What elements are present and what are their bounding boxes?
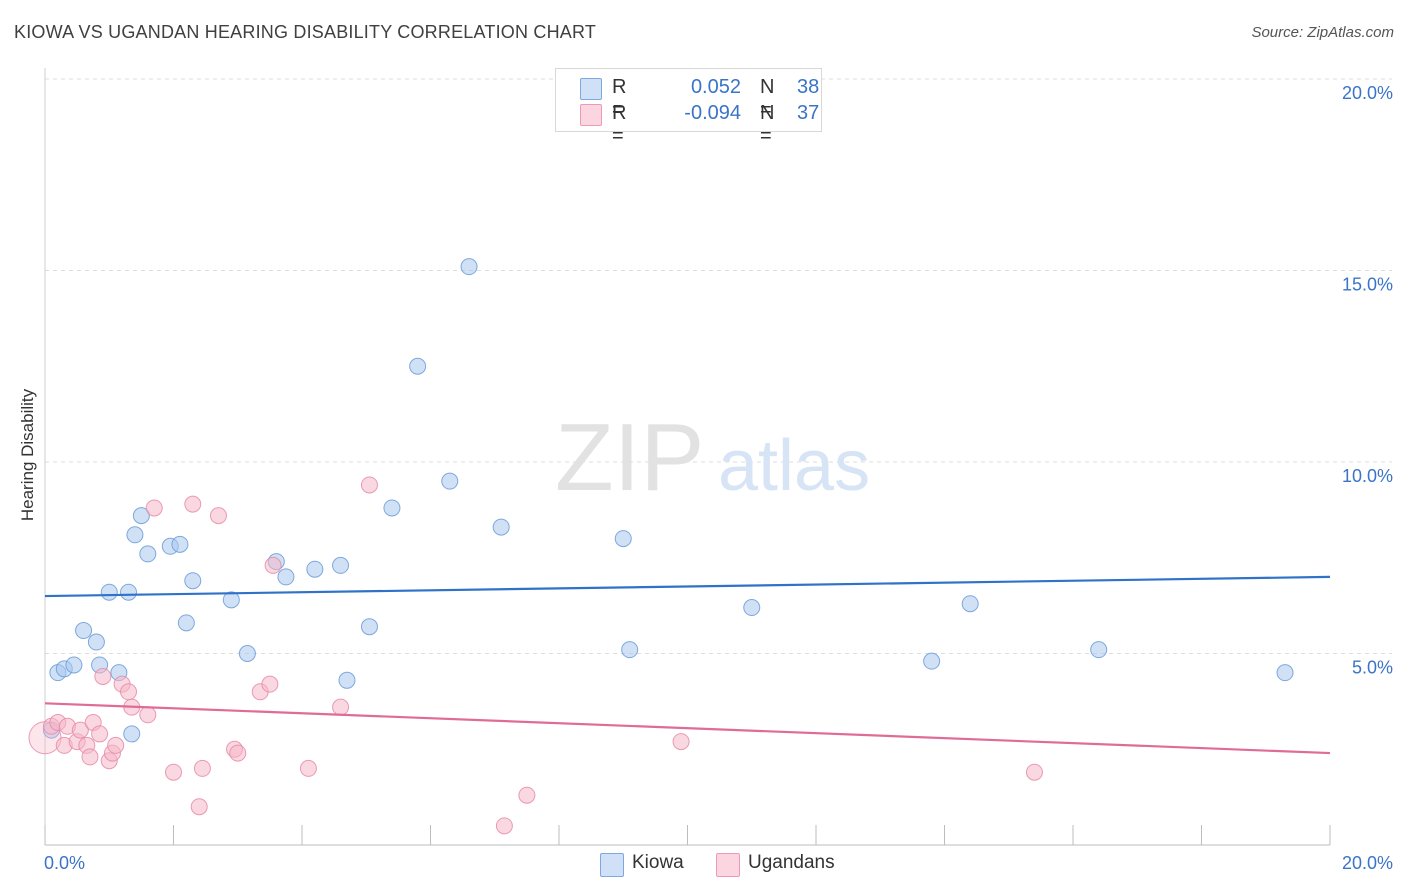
watermark-zip: ZIP xyxy=(555,404,704,511)
data-points xyxy=(28,258,1294,835)
watermark: ZIP atlas xyxy=(555,404,870,511)
kiowa-point xyxy=(306,560,324,578)
watermark-atlas: atlas xyxy=(718,426,870,506)
ugandans-point xyxy=(299,759,317,777)
grid-lines xyxy=(45,78,1392,654)
r-value: -0.094 xyxy=(684,102,741,124)
ugandans-point xyxy=(209,507,227,525)
kiowa-point xyxy=(492,518,510,536)
ugandans-point xyxy=(495,817,513,835)
correlation-legend: R = 0.052 N = 38 R = -0.094 N = 37 xyxy=(555,68,822,147)
kiowa-point xyxy=(177,614,195,632)
ugandans-point xyxy=(94,667,112,685)
ugandans-point xyxy=(165,763,182,781)
ugandans-point xyxy=(518,786,536,804)
kiowa-point xyxy=(614,530,632,548)
n-label: N = xyxy=(760,76,775,121)
ugandans-point xyxy=(332,698,350,716)
r-value: 0.052 xyxy=(690,76,741,98)
kiowa-point xyxy=(441,472,459,490)
ugandans-point xyxy=(107,736,125,754)
series-legend: Kiowa Ugandans xyxy=(0,852,1406,878)
n-value: 37 xyxy=(797,102,820,124)
kiowa-point xyxy=(87,633,105,651)
trend-lines xyxy=(44,575,1331,755)
n-value: 38 xyxy=(797,76,820,98)
kiowa-point xyxy=(383,499,401,517)
ugandans-point xyxy=(264,556,282,574)
y-tick-label: 10.0% xyxy=(1342,466,1393,486)
kiowa-legend-swatch xyxy=(600,853,624,877)
kiowa-point xyxy=(184,572,202,590)
kiowa-point xyxy=(132,507,150,525)
kiowa-point xyxy=(332,556,350,574)
legend-label: Kiowa xyxy=(632,852,684,873)
kiowa-point xyxy=(1276,664,1294,682)
tick-labels: 5.0% 10.0% 15.0% 20.0% 0.0% 20.0% xyxy=(44,83,1393,873)
kiowa-point xyxy=(961,595,979,613)
r-label: R = xyxy=(612,76,627,121)
kiowa-point xyxy=(139,545,157,563)
kiowa-point xyxy=(238,645,256,662)
n-label: N = xyxy=(760,102,775,147)
x-tick-label-min: 0.0% xyxy=(44,853,85,873)
kiowa-point xyxy=(120,583,138,601)
chart-title: KIOWA VS UGANDAN HEARING DISABILITY CORR… xyxy=(14,22,597,42)
ugandans-point xyxy=(139,706,157,724)
ugandans-swatch xyxy=(580,104,602,126)
y-tick-label: 20.0% xyxy=(1342,83,1393,103)
kiowa-point xyxy=(923,652,941,670)
axes xyxy=(44,68,1331,846)
kiowa-point xyxy=(743,599,761,617)
kiowa-point xyxy=(621,641,639,659)
ugandans-point xyxy=(229,744,247,762)
kiowa-point xyxy=(171,535,189,553)
y-axis-label: Hearing Disability xyxy=(18,388,37,522)
ugandans-point xyxy=(145,499,163,517)
kiowa-point xyxy=(1090,641,1108,659)
kiowa-point xyxy=(360,618,378,636)
ugandans-point xyxy=(120,683,138,701)
ugandans-point xyxy=(672,733,690,751)
ugandans-point xyxy=(360,476,378,494)
kiowa-point xyxy=(100,583,118,601)
ugandans-point xyxy=(1025,763,1043,781)
kiowa-point xyxy=(460,258,478,276)
kiowa-point xyxy=(123,725,141,743)
kiowa-point xyxy=(126,526,144,544)
y-tick-label: 5.0% xyxy=(1352,658,1393,678)
kiowa-point xyxy=(75,622,93,640)
kiowa-point xyxy=(409,357,427,375)
ugandans-point xyxy=(91,725,109,743)
kiowa-trend-line xyxy=(44,575,1331,598)
kiowa-point xyxy=(277,568,295,586)
kiowa-point xyxy=(222,591,240,609)
ugandans-point xyxy=(261,675,279,693)
ugandans-point xyxy=(190,798,208,816)
kiowa-point xyxy=(338,671,356,689)
r-label: R = xyxy=(612,102,627,147)
ugandans-point xyxy=(71,721,89,739)
kiowa-point xyxy=(65,656,83,674)
ugandans-point xyxy=(81,748,99,766)
ugandans-trend-line xyxy=(44,702,1331,755)
kiowa-swatch xyxy=(580,78,602,100)
x-tick-label-max: 20.0% xyxy=(1342,853,1393,873)
ugandans-point xyxy=(193,759,211,777)
source-label: Source: ZipAtlas.com xyxy=(1251,24,1394,41)
legend-label: Ugandans xyxy=(748,852,835,873)
y-tick-label: 15.0% xyxy=(1342,275,1393,295)
ugandans-point xyxy=(184,495,202,513)
ugandans-legend-swatch xyxy=(716,853,740,877)
